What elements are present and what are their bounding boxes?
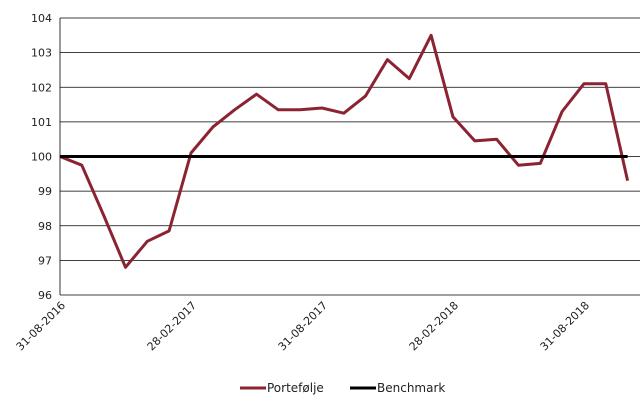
x-tick-label: 28-02-2018 (407, 299, 461, 353)
y-tick-label: 97 (38, 254, 52, 267)
x-tick-label: 31-08-2016 (14, 299, 68, 353)
y-tick-label: 96 (38, 289, 52, 302)
y-tick-label: 98 (38, 220, 52, 233)
x-tick-label: 28-02-2017 (145, 299, 199, 353)
y-tick-label: 104 (31, 12, 52, 25)
legend-label-benchmark: Benchmark (377, 381, 445, 395)
legend: Portefølje Benchmark (240, 381, 445, 395)
x-axis-ticks: 31-08-2016 28-02-2017 31-08-2017 28-02-2018… (14, 299, 592, 353)
y-tick-label: 101 (31, 116, 52, 129)
y-tick-label: 100 (31, 151, 52, 164)
legend-label-portefolje: Portefølje (267, 381, 324, 395)
y-tick-label: 102 (31, 81, 52, 94)
x-tick-label: 31-08-2018 (538, 299, 592, 353)
y-tick-label: 103 (31, 47, 52, 60)
y-tick-label: 99 (38, 185, 52, 198)
y-axis-ticks: 96 97 98 99 100 101 102 103 104 (31, 12, 52, 302)
series-lines (59, 33, 630, 269)
series-line-portefolje (59, 33, 630, 269)
x-tick-label: 31-08-2017 (276, 299, 330, 353)
